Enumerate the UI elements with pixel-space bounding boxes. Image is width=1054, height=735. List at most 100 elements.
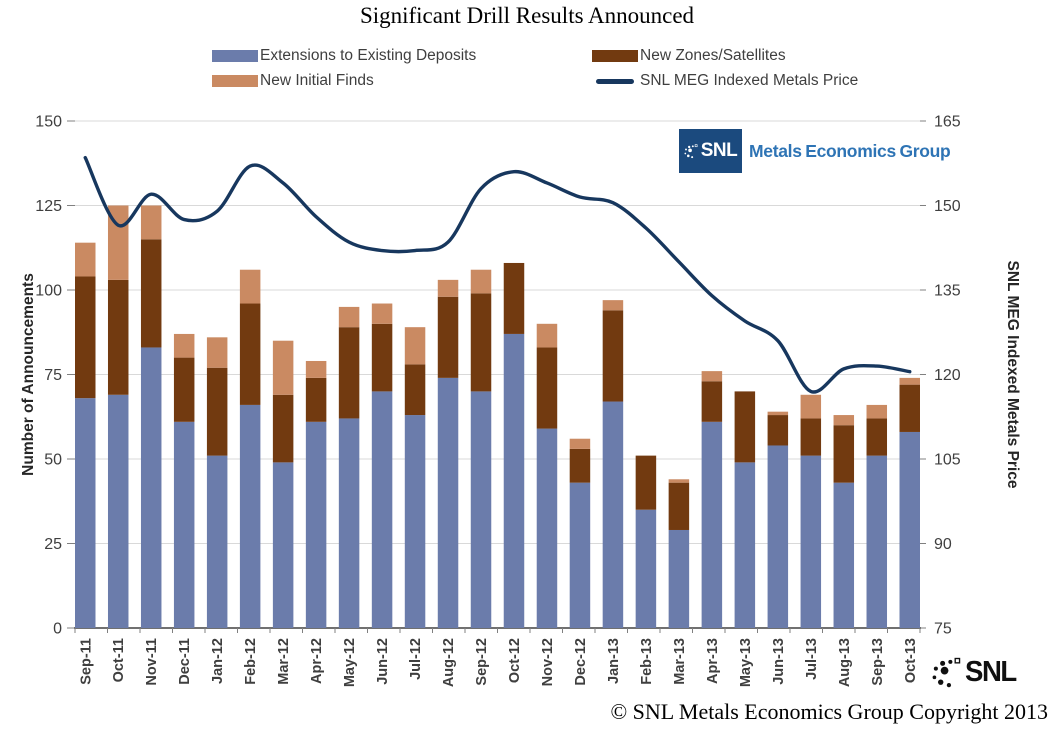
bar-segment [668, 482, 690, 530]
left-axis-label: 125 [35, 198, 62, 215]
left-axis-title: Number of Announcements [20, 273, 37, 476]
bar-segment [173, 421, 195, 628]
bar-segment [767, 445, 789, 628]
right-axis-label: 135 [934, 283, 961, 300]
bar-segment [668, 479, 690, 483]
x-tick-label: Apr-13 [705, 638, 721, 684]
left-axis-label: 75 [44, 367, 62, 384]
x-tick-label: Jul-12 [408, 638, 424, 680]
bar-segment [239, 303, 261, 405]
x-tick-label: May-12 [342, 638, 358, 687]
bar-segment [866, 455, 888, 628]
bar-segment [833, 415, 855, 426]
bar-segment [206, 455, 228, 628]
bar-segment [470, 293, 492, 392]
bar-segment [569, 448, 591, 483]
bar-segment [569, 482, 591, 628]
bar-segment [734, 391, 756, 463]
bar-segment [701, 381, 723, 422]
x-tick-label: Jun-13 [771, 638, 787, 685]
bar-segment [338, 306, 360, 328]
x-tick-label: Feb-13 [639, 638, 655, 685]
right-axis-title: SNL MEG Indexed Metals Price [1004, 261, 1021, 489]
bar-segment [536, 347, 558, 429]
x-tick-label: May-13 [738, 638, 754, 687]
x-tick-label: Dec-12 [573, 638, 589, 686]
snl-footer-text: SNL [965, 656, 1017, 688]
bar-segment [470, 269, 492, 294]
snl-footer-logo: SNL [932, 656, 1019, 689]
bar-segment [272, 394, 294, 463]
bar-segment [437, 377, 459, 628]
bar-segment [107, 279, 129, 395]
bar-segment [239, 404, 261, 628]
right-axis-label: 165 [934, 114, 961, 131]
x-tick-label: Sep-12 [474, 638, 490, 686]
x-tick-label: Mar-12 [276, 638, 292, 685]
bar-segment [272, 340, 294, 395]
bar-segment [305, 360, 327, 378]
bar-segment [536, 428, 558, 628]
x-tick-label: Aug-13 [837, 638, 853, 687]
bar-segment [305, 377, 327, 422]
left-axis-label: 0 [53, 621, 62, 638]
snl-meg-logo: SNL Metals Economics Group [679, 129, 951, 173]
bar-segment [635, 455, 657, 510]
legend-label: Extensions to Existing Deposits [260, 47, 477, 64]
x-tick-label: Nov-11 [144, 638, 160, 686]
bar-segment [371, 303, 393, 324]
right-axis-label: 90 [934, 536, 952, 553]
x-tick-label: Apr-12 [309, 638, 325, 684]
bar-segment [437, 279, 459, 297]
left-axis-label: 150 [35, 114, 62, 131]
bar-segment [173, 333, 195, 358]
x-tick-label: Oct-11 [111, 638, 127, 682]
bar-segment [107, 394, 129, 628]
bar-segment [371, 391, 393, 628]
bar-segment [239, 269, 261, 304]
bar-segment [140, 205, 162, 240]
x-tick-label: Oct-13 [903, 638, 919, 683]
bar-segment [75, 276, 96, 399]
bar-segment [833, 482, 855, 628]
bar-segment [701, 421, 723, 628]
bar-segment [503, 262, 525, 334]
legend-item-metals-price: SNL MEG Indexed Metals Price [596, 72, 859, 89]
bar-segment [800, 418, 822, 456]
legend-label: SNL MEG Indexed Metals Price [640, 72, 859, 89]
bar-segment [734, 462, 756, 628]
x-tick-label: Jan-13 [606, 638, 622, 684]
x-tick-label: Aug-12 [441, 638, 457, 687]
bar-segment [866, 418, 888, 456]
x-tick-label: Sep-13 [870, 638, 886, 686]
x-tick-label: Oct-12 [507, 638, 523, 683]
extensions-swatch-icon [212, 50, 258, 62]
bar-segment [371, 323, 393, 392]
x-tick-label: Nov-12 [540, 638, 556, 686]
bar-segment [800, 455, 822, 628]
right-axis-label: 120 [934, 367, 961, 384]
bar-segment [602, 300, 624, 311]
right-axis-label: 105 [934, 452, 961, 469]
bar-segment [866, 404, 888, 419]
bar-segment [767, 411, 789, 416]
x-tick-label: Sep-11 [78, 638, 94, 685]
bar-segment [635, 509, 657, 628]
right-axis-label: 75 [934, 621, 952, 638]
x-tick-label: Mar-13 [672, 638, 688, 685]
bar-segment [338, 418, 360, 628]
price-line [83, 155, 912, 394]
snl-dots-icon [684, 143, 698, 158]
legend-item-extensions: Extensions to Existing Deposits [212, 47, 477, 64]
left-axis-label: 100 [35, 283, 62, 300]
copyright-text: © SNL Metals Economics Group Copyright 2… [610, 699, 1048, 724]
bar-segment [602, 310, 624, 402]
bar-segment [899, 377, 920, 385]
bar-segment [899, 431, 920, 628]
chart-title: Significant Drill Results Announced [359, 3, 695, 28]
legend-label: New Initial Finds [260, 72, 374, 89]
bar-segment [767, 415, 789, 446]
snl-dots-icon [932, 657, 961, 687]
